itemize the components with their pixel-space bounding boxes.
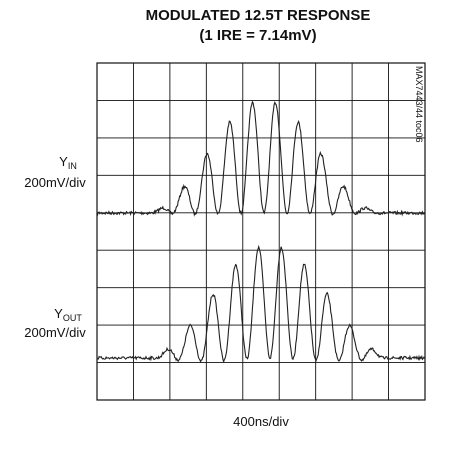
trace-name: Y <box>54 306 63 321</box>
trace <box>96 244 426 364</box>
trace-label: YOUT <box>54 306 82 323</box>
grid <box>97 63 425 400</box>
trace <box>96 100 425 217</box>
x-axis-label: 400ns/div <box>233 414 289 429</box>
plot-frame <box>96 62 426 401</box>
side-label: MAX7443/44 toc06 <box>414 66 424 143</box>
trace-sub: OUT <box>63 313 83 323</box>
trace-sub: IN <box>68 161 77 171</box>
chart-title: MODULATED 12.5T RESPONSE <box>146 7 371 24</box>
trace-scale: 200mV/div <box>24 325 86 340</box>
trace-name: Y <box>59 154 68 169</box>
trace-label: YIN <box>59 154 77 171</box>
chart-subtitle: (1 IRE = 7.14mV) <box>199 27 316 44</box>
trace-scale: 200mV/div <box>24 175 86 190</box>
